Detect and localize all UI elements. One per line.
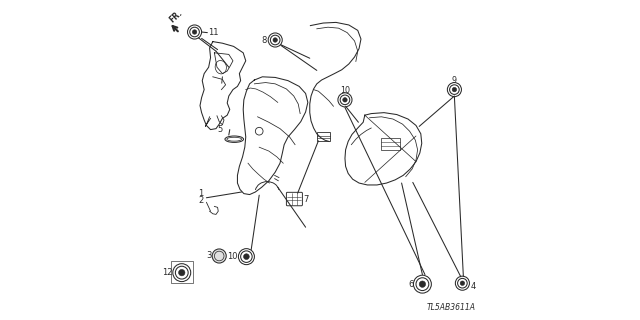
- Text: 2: 2: [198, 196, 204, 204]
- Text: 6: 6: [408, 280, 414, 289]
- Circle shape: [460, 281, 465, 285]
- Text: TL5AB3611A: TL5AB3611A: [426, 303, 475, 312]
- Text: 12: 12: [163, 268, 173, 277]
- Circle shape: [343, 98, 347, 102]
- Text: 1: 1: [198, 189, 204, 198]
- Text: 5: 5: [217, 125, 223, 134]
- Text: 10: 10: [340, 86, 350, 95]
- Circle shape: [192, 30, 197, 34]
- Circle shape: [212, 249, 227, 263]
- Circle shape: [452, 87, 457, 92]
- Text: 11: 11: [208, 28, 218, 37]
- Text: 9: 9: [452, 76, 457, 85]
- Circle shape: [243, 254, 250, 260]
- Text: 3: 3: [206, 252, 211, 260]
- Text: 4: 4: [470, 282, 476, 291]
- Circle shape: [179, 269, 185, 276]
- Circle shape: [419, 281, 426, 287]
- Circle shape: [273, 38, 278, 42]
- Text: 8: 8: [262, 36, 268, 44]
- Text: 10: 10: [228, 252, 238, 261]
- Text: FR.: FR.: [167, 8, 184, 24]
- Text: 7: 7: [303, 195, 308, 204]
